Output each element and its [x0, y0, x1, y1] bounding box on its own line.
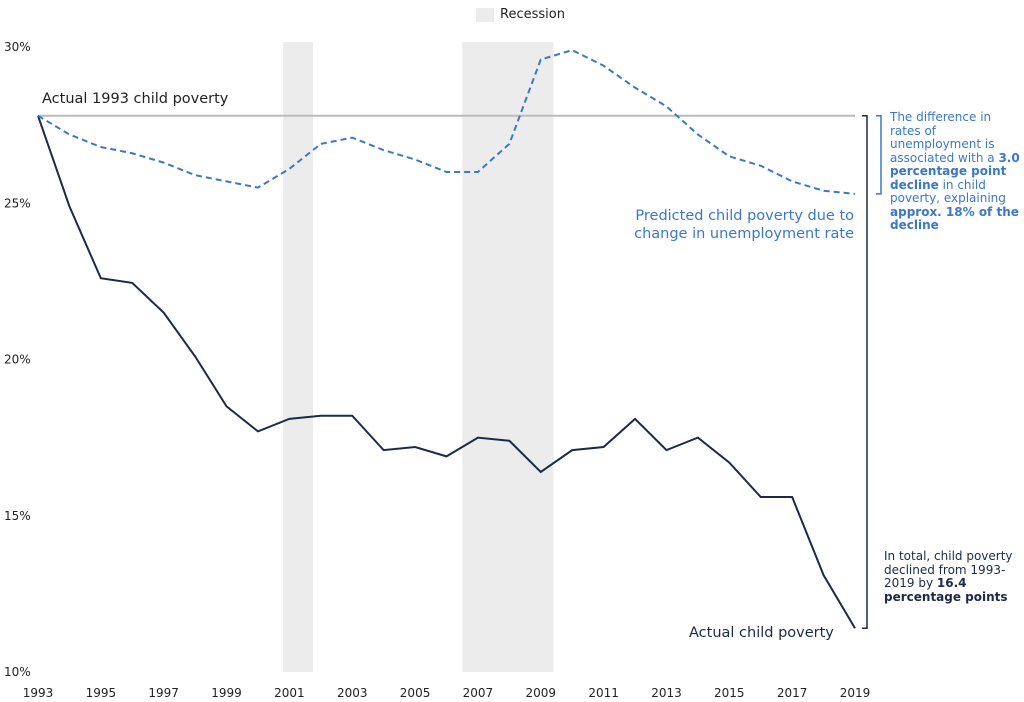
x-tick-label: 1993: [23, 686, 54, 700]
y-tick-label: 30%: [4, 40, 31, 54]
x-tick-label: 2007: [463, 686, 494, 700]
y-tick-label: 15%: [4, 509, 31, 523]
legend-swatch-recession: [476, 7, 494, 22]
y-tick-label: 20%: [4, 353, 31, 367]
recession-band-0: [283, 42, 313, 672]
annotation-text: in child poverty, explaining: [890, 177, 1006, 205]
x-tick-label: 2019: [840, 686, 871, 700]
predicted-series-label: Predicted child poverty due to change in…: [604, 207, 854, 243]
x-tick-label: 1995: [86, 686, 117, 700]
recession-band-1: [462, 42, 554, 672]
actual-series-label: Actual child poverty: [689, 625, 834, 641]
annotation-text: The difference in rates of unemployment …: [890, 110, 999, 165]
legend: Recession: [476, 7, 565, 22]
annotation-text: approx. 18% of the decline: [890, 204, 1019, 232]
annotation-text: 16.4 percentage points: [884, 576, 1008, 604]
x-tick-label: 2017: [777, 686, 808, 700]
y-tick-label: 10%: [4, 665, 31, 679]
x-tick-label: 2015: [714, 686, 745, 700]
x-tick-label: 1999: [211, 686, 242, 700]
x-tick-label: 2011: [588, 686, 619, 700]
x-tick-label: 2013: [651, 686, 682, 700]
x-tick-label: 1997: [148, 686, 179, 700]
annotation-predicted: The difference in rates of unemployment …: [890, 110, 1022, 233]
reference-line-label: Actual 1993 child poverty: [42, 91, 229, 107]
x-tick-label: 2003: [337, 686, 368, 700]
series-line-predicted: [37, 49, 856, 195]
legend-label: Recession: [500, 7, 565, 22]
annotation-text: 3.0 percentage point decline: [890, 150, 1020, 192]
annotation-text: In total, child poverty declined from 19…: [884, 549, 1013, 590]
series-line-actual: [37, 115, 856, 629]
x-tick-label: 2005: [400, 686, 431, 700]
annotation-total: In total, child poverty declined from 19…: [884, 549, 1024, 604]
bracket-total: [862, 115, 868, 629]
bracket-predicted: [876, 115, 882, 195]
y-tick-label: 25%: [4, 196, 31, 210]
x-tick-label: 2001: [274, 686, 305, 700]
x-tick-label: 2009: [525, 686, 556, 700]
predicted-series-name: Predicted child poverty due to change in…: [634, 208, 854, 242]
